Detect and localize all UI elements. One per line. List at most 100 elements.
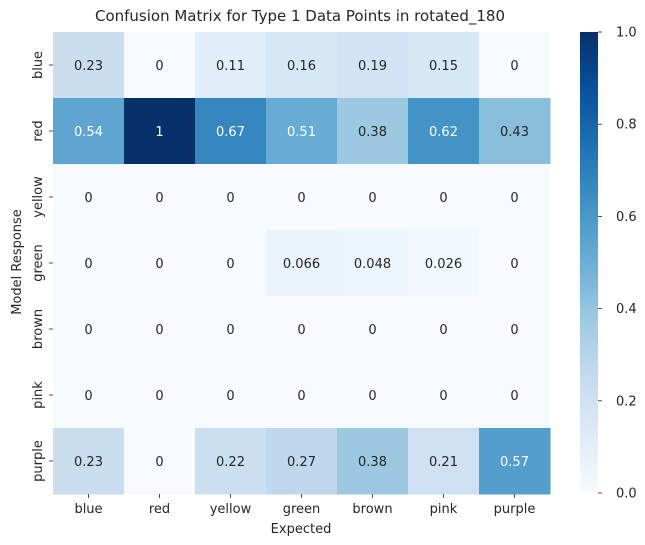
heatmap-cell	[479, 362, 551, 429]
colorbar-tick-label: 1.0	[616, 26, 637, 41]
heatmap-cell	[479, 32, 551, 99]
cell-value-label: 0	[297, 191, 305, 206]
heatmap-cell	[195, 362, 267, 429]
cell-value-label: 0	[155, 389, 163, 404]
heatmap-cell	[479, 230, 551, 297]
cell-value-label: 0	[84, 257, 92, 272]
heatmap-cell	[479, 164, 551, 231]
cell-value-label: 0.19	[358, 59, 387, 74]
heatmap-cell	[266, 362, 338, 429]
heatmap-cell	[408, 296, 480, 363]
heatmap-cell	[408, 230, 480, 297]
cell-value-label: 0.16	[287, 59, 316, 74]
cell-value-label: 0	[84, 389, 92, 404]
cell-value-label: 0	[510, 257, 518, 272]
cell-value-label: 0	[510, 389, 518, 404]
cell-value-label: 0	[510, 59, 518, 74]
cell-value-label: 0.048	[354, 257, 391, 272]
heatmap-cell	[53, 98, 125, 165]
heatmap-cell	[408, 362, 480, 429]
cell-value-label: 0	[439, 323, 447, 338]
y-axis-ticks: blue red yellow green brown pink purple	[31, 51, 53, 482]
cell-value-label: 0	[155, 59, 163, 74]
cell-value-label: 0	[510, 191, 518, 206]
cell-value-label: 0	[155, 455, 163, 470]
cell-value-label: 0.23	[74, 455, 103, 470]
cell-value-label: 0	[297, 323, 305, 338]
cell-value-label: 0.43	[500, 125, 529, 140]
cell-value-label: 1	[155, 125, 163, 140]
x-axis-ticks: blue red yellow green brown pink purple	[74, 494, 535, 517]
colorbar-tick-label: 0.6	[616, 210, 637, 225]
cell-value-label: 0	[226, 191, 234, 206]
heatmap-cell	[408, 32, 480, 99]
colorbar-tick-label: 0.8	[616, 118, 637, 133]
heatmap-cell	[53, 164, 125, 231]
y-tick-label: purple	[31, 440, 46, 482]
cell-value-label: 0.57	[500, 455, 529, 470]
cell-value-label: 0	[368, 323, 376, 338]
heatmap-cell	[124, 362, 196, 429]
heatmap-cell	[53, 296, 125, 363]
heatmap-cell	[408, 428, 480, 495]
y-tick-label: blue	[31, 51, 46, 79]
heatmap-cell-labels: 0.23 0 0.11 0.16 0.19 0.15 0 0.54 1 0.67 0.51 0.38 0…	[74, 59, 529, 470]
x-tick-label: red	[149, 502, 170, 517]
x-tick-label: purple	[494, 502, 536, 517]
y-axis-label: Model Response	[10, 209, 25, 315]
heatmap-cell	[479, 428, 551, 495]
heatmap-cell	[337, 98, 409, 165]
y-tick-label: pink	[31, 381, 46, 409]
heatmap-cell	[195, 164, 267, 231]
y-tick-label: brown	[31, 309, 46, 349]
cell-value-label: 0	[368, 389, 376, 404]
heatmap-cell	[479, 296, 551, 363]
heatmap-cell	[124, 164, 196, 231]
heatmap-cell	[124, 32, 196, 99]
y-tick-label: green	[31, 244, 46, 282]
cell-value-label: 0	[439, 389, 447, 404]
cell-value-label: 0.38	[358, 125, 387, 140]
cell-value-label: 0.21	[429, 455, 458, 470]
cell-value-label: 0.026	[425, 257, 462, 272]
heatmap-cell	[266, 428, 338, 495]
heatmap-cell	[195, 428, 267, 495]
cell-value-label: 0	[226, 389, 234, 404]
heatmap-cell	[266, 32, 338, 99]
x-axis-label: Expected	[271, 522, 332, 537]
x-tick-label: yellow	[210, 502, 252, 517]
cell-value-label: 0	[226, 257, 234, 272]
heatmap-cell	[195, 98, 267, 165]
heatmap-cell	[53, 230, 125, 297]
x-tick-label: green	[283, 502, 321, 517]
cell-value-label: 0.51	[287, 125, 316, 140]
heatmap-cells	[53, 32, 551, 495]
heatmap-cell	[337, 428, 409, 495]
heatmap-cell	[337, 32, 409, 99]
colorbar	[580, 32, 598, 493]
heatmap-cell	[408, 98, 480, 165]
cell-value-label: 0.62	[429, 125, 458, 140]
heatmap-cell	[337, 296, 409, 363]
cell-value-label: 0	[297, 389, 305, 404]
cell-value-label: 0	[84, 323, 92, 338]
heatmap-cell	[124, 98, 196, 165]
cell-value-label: 0	[510, 323, 518, 338]
heatmap-cell	[195, 32, 267, 99]
cell-value-label: 0.27	[287, 455, 316, 470]
heatmap-cell	[337, 362, 409, 429]
colorbar-ticks: 0.0 0.2 0.4 0.6 0.8 1.0	[598, 26, 637, 502]
cell-value-label: 0.15	[429, 59, 458, 74]
colorbar-tick-label: 0.0	[616, 487, 637, 502]
heatmap-cell	[266, 164, 338, 231]
heatmap-cell	[124, 428, 196, 495]
heatmap-cell	[266, 296, 338, 363]
heatmap-cell	[408, 164, 480, 231]
cell-value-label: 0	[84, 191, 92, 206]
cell-value-label: 0	[439, 191, 447, 206]
heatmap-cell	[479, 98, 551, 165]
colorbar-tick-label: 0.4	[616, 302, 637, 317]
cell-value-label: 0.11	[216, 59, 245, 74]
heatmap-cell	[337, 230, 409, 297]
